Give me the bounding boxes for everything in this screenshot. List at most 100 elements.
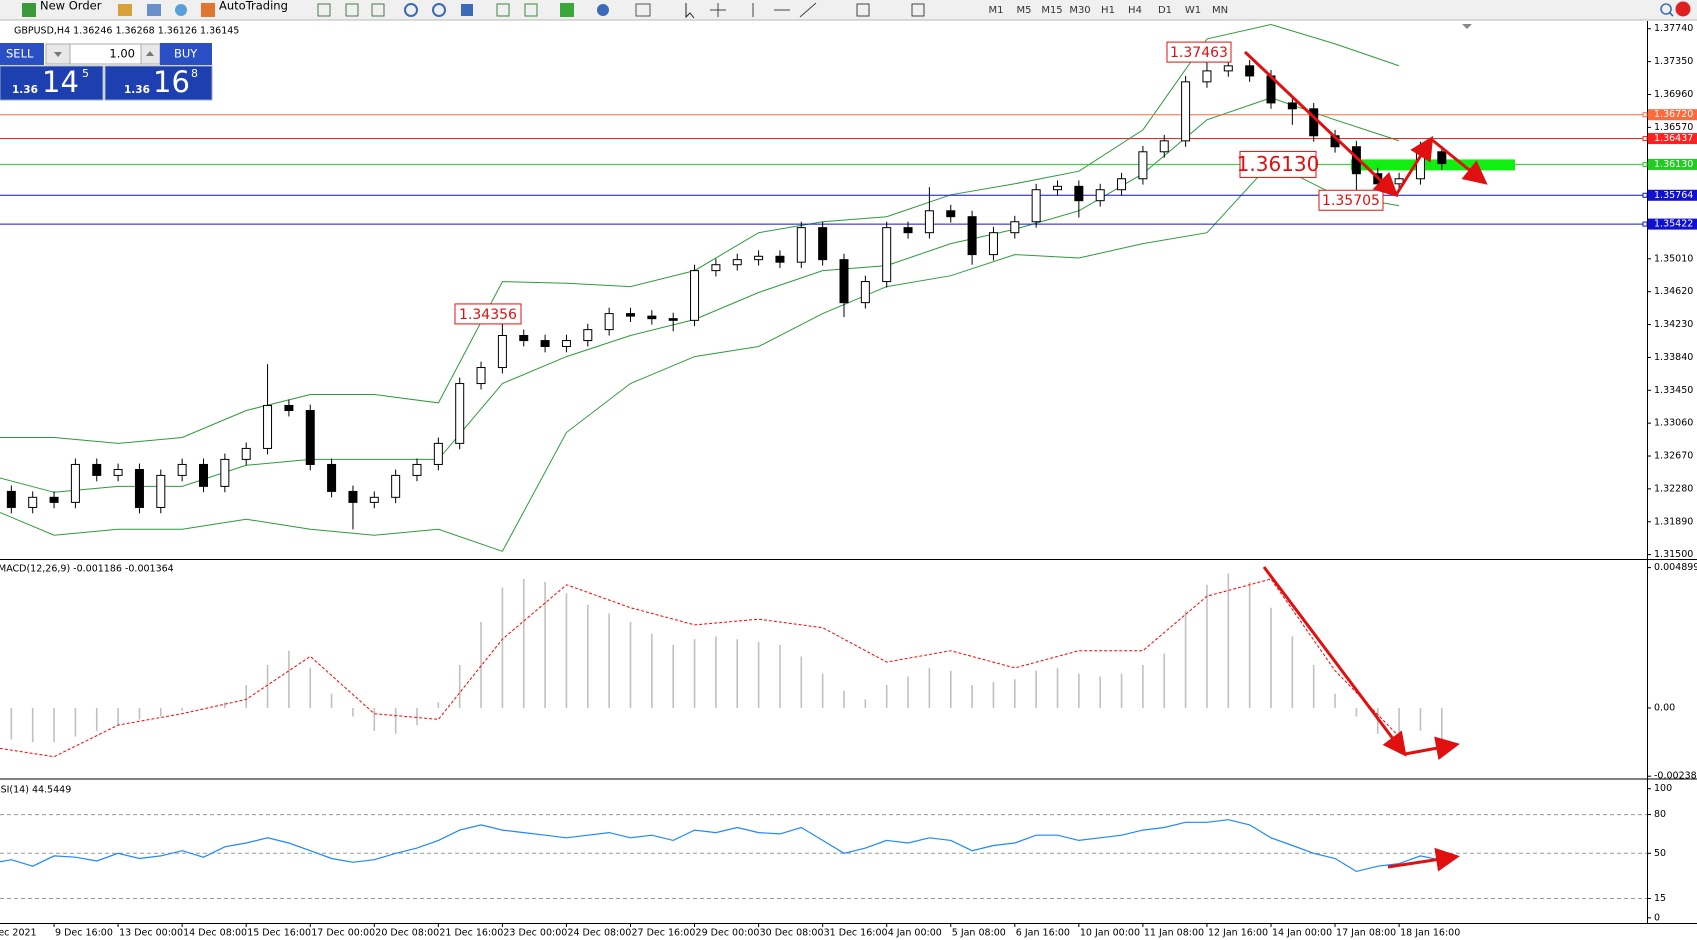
crosshair-tool[interactable] xyxy=(710,3,726,17)
templates-icon[interactable] xyxy=(635,3,651,17)
timeframe-button[interactable]: H1 xyxy=(1101,5,1115,16)
arrow xyxy=(1387,847,1460,872)
toolbar-icon[interactable] xyxy=(317,3,331,17)
candle-body xyxy=(1202,70,1212,83)
arrow xyxy=(1262,566,1407,757)
bid-fraction: 5 xyxy=(82,67,89,80)
zoom-in[interactable] xyxy=(404,3,418,17)
new-order-icon[interactable] xyxy=(22,3,36,17)
notification-icon[interactable] xyxy=(1675,1,1691,17)
search-icon[interactable] xyxy=(1660,3,1674,17)
buy-button[interactable] xyxy=(160,43,212,65)
toolbar-icon[interactable] xyxy=(371,3,385,17)
bollinger-lower xyxy=(0,162,1400,552)
timeframe-button[interactable]: M30 xyxy=(1069,5,1090,16)
candle-body xyxy=(732,259,742,266)
price-level-marker xyxy=(1642,221,1648,227)
candle-body xyxy=(519,335,529,342)
buy-label[interactable]: BUY xyxy=(174,47,198,61)
x-tick-label: 29 Dec 00:00 xyxy=(696,928,760,939)
drawn-arrows xyxy=(1243,50,1488,872)
candle-body xyxy=(946,210,956,218)
y-tick-label: 1.36960 xyxy=(1654,89,1693,100)
timeframe-button[interactable]: H4 xyxy=(1128,5,1142,16)
candle-body xyxy=(540,340,550,347)
toolbar-icon[interactable] xyxy=(345,3,359,17)
y-tick-label: 1.33840 xyxy=(1654,352,1693,363)
candle-body xyxy=(199,463,208,487)
rsi-line xyxy=(0,819,1442,873)
candle-body xyxy=(241,447,251,460)
trendline-tool[interactable] xyxy=(799,2,817,18)
arrow xyxy=(1243,50,1399,198)
sell-label[interactable]: SELL xyxy=(6,47,34,61)
price-level-tag xyxy=(1648,189,1697,201)
new-order-button[interactable]: New Order xyxy=(40,0,102,13)
indicators-icon[interactable] xyxy=(560,3,574,17)
y-tick-label: 1.31500 xyxy=(1654,549,1693,560)
candle-body xyxy=(6,490,16,508)
zoom-out[interactable] xyxy=(432,3,446,17)
toolbar-icon[interactable] xyxy=(524,3,538,17)
candle-body xyxy=(412,463,422,476)
toolbar-icon[interactable] xyxy=(175,4,187,16)
x-tick-label: 11 Jan 08:00 xyxy=(1144,928,1204,939)
y-tick-label: 1.32670 xyxy=(1654,451,1693,462)
candle-body xyxy=(796,227,806,263)
candle-body xyxy=(1031,189,1041,223)
candle-body xyxy=(583,329,593,342)
lot-value[interactable]: 1.00 xyxy=(109,47,135,61)
timeframe-button[interactable]: M5 xyxy=(1017,5,1032,16)
candle-body xyxy=(860,281,870,304)
x-tick-label: 6 Jan 16:00 xyxy=(1016,928,1070,939)
toolbar-icon[interactable] xyxy=(461,4,473,16)
timeframe-button[interactable]: W1 xyxy=(1185,5,1201,16)
timeframe-button[interactable]: M1 xyxy=(989,5,1004,16)
autotrading-button[interactable]: AutoTrading xyxy=(219,0,288,13)
toolbar-icon[interactable] xyxy=(496,3,510,17)
fibo-tool[interactable] xyxy=(856,3,870,17)
candle-body xyxy=(113,469,123,476)
y-tick-label: 1.34230 xyxy=(1654,319,1693,330)
timeframe-button[interactable]: M15 xyxy=(1041,5,1062,16)
candle-body xyxy=(1074,185,1084,202)
candle-body xyxy=(1437,151,1447,165)
plot-area: GBPUSD,H4 1.36246 1.36268 1.36126 1.3614… xyxy=(0,23,1697,939)
ask-box[interactable] xyxy=(104,65,213,101)
bid-box[interactable] xyxy=(0,65,104,101)
candle-body xyxy=(1138,151,1148,180)
candle-body xyxy=(604,313,614,331)
chart-title: GBPUSD,H4 1.36246 1.36268 1.36126 1.3614… xyxy=(14,26,239,37)
price-annotation-box xyxy=(454,303,522,325)
timeframe-button[interactable]: D1 xyxy=(1158,5,1172,16)
autotrading-icon[interactable] xyxy=(201,3,215,17)
sell-button[interactable] xyxy=(0,43,44,65)
candle-body xyxy=(1181,81,1191,142)
toolbar-icon[interactable] xyxy=(147,4,161,16)
x-tick-label: 9 Dec 16:00 xyxy=(55,928,113,939)
candle-body xyxy=(156,474,166,508)
x-tick-label: 18 Jan 16:00 xyxy=(1400,928,1460,939)
y-tick-label: 15 xyxy=(1654,893,1666,904)
price-level-marker xyxy=(1642,161,1648,167)
candle-body xyxy=(369,496,379,503)
x-tick-label: 4 Jan 00:00 xyxy=(888,928,942,939)
ask-pips: 16 xyxy=(153,65,190,99)
candle-body xyxy=(455,383,465,444)
toolbar-icon[interactable] xyxy=(118,4,132,16)
price-annotation-box xyxy=(1239,150,1317,178)
candle-body xyxy=(284,404,294,412)
candle-body xyxy=(1159,140,1169,153)
price-level-label: 1.36130 xyxy=(1654,159,1693,170)
cursor-tool[interactable] xyxy=(685,3,695,19)
timeframe-button[interactable]: MN xyxy=(1212,5,1228,16)
price-level-marker xyxy=(1642,192,1648,198)
candle-body xyxy=(327,463,337,492)
periods-icon[interactable] xyxy=(597,4,609,16)
x-tick-label: 21 Dec 16:00 xyxy=(439,928,503,939)
label-tool[interactable] xyxy=(911,3,925,17)
arrow xyxy=(1430,137,1488,185)
